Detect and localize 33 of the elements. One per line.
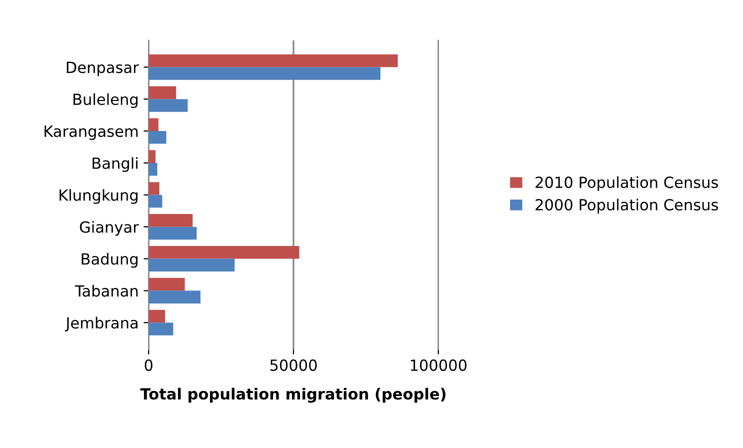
bar [148,131,166,144]
y-tick-label: Badung [82,252,138,268]
bar [148,278,185,291]
bar [148,258,235,272]
bar [148,86,176,100]
x-tick-label: 100000 [410,359,467,371]
legend-label: 2010 Population Census [536,176,718,192]
y-tick-label: Klungkung [60,189,138,204]
bar [148,99,188,112]
bar [148,246,300,259]
y-tick-label: Denpasar [66,62,139,76]
bar [148,67,380,80]
x-tick-label: 50000 [270,359,317,371]
bar [148,226,197,240]
bar [148,182,160,195]
bar [148,150,156,163]
bar [148,214,193,227]
x-tick-label: 0 [144,359,152,371]
y-tick-label: Gianyar [80,221,139,236]
y-tick-label: Buleleng [74,93,138,108]
bar [148,290,200,304]
bar [148,162,158,176]
x-axis-title: Total population migration (people) [140,388,446,403]
y-tick-label: Karangasem [44,126,138,140]
bar [148,54,398,68]
bar [148,322,174,336]
legend-label: 2000 Population Census [536,198,718,214]
y-tick-label: Jembrana [64,316,138,332]
bar [148,118,158,132]
y-tick-label: Tabanan [74,284,138,297]
y-tick-label: Bangli [92,157,138,172]
bar [148,310,166,323]
bar [148,194,162,208]
